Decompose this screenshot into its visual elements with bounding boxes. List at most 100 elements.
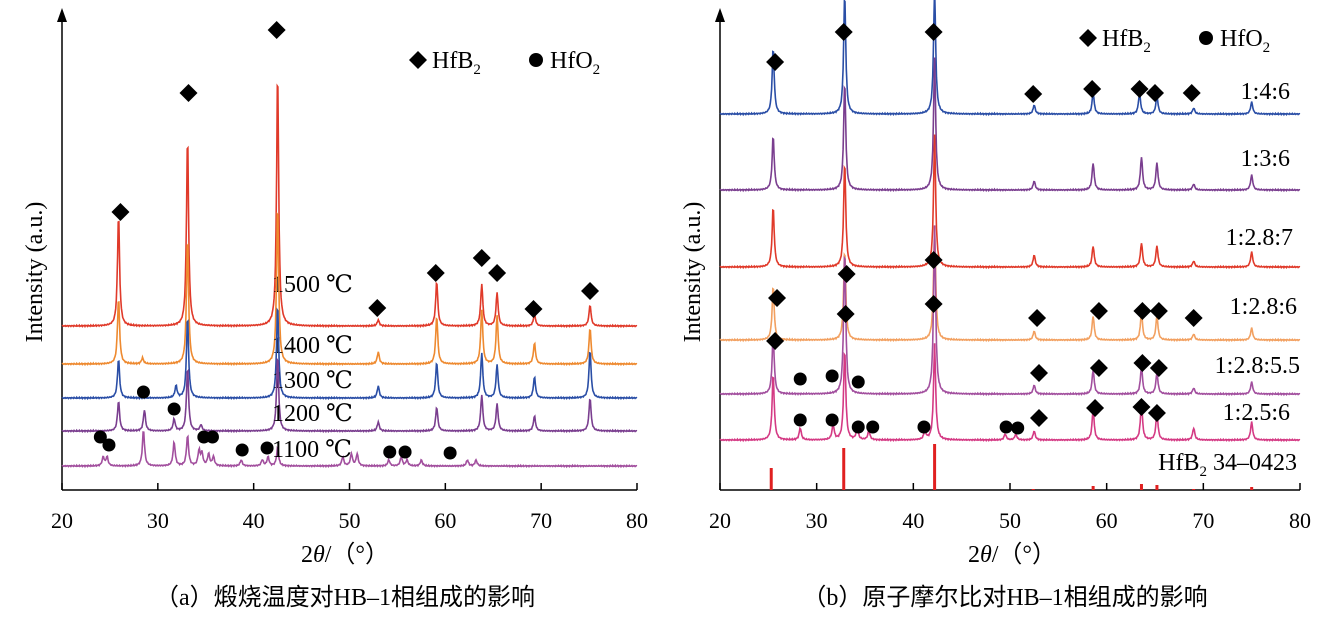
- x-axis-label: 2θ/（°）: [968, 542, 1056, 568]
- series-label: 1:2.8:7: [1226, 225, 1293, 251]
- hfb2-diamond-marker: [1083, 80, 1102, 98]
- x-tick-label: 50: [999, 508, 1021, 533]
- hfb2-diamond-marker: [111, 203, 130, 221]
- series-label: 1:2.5:6: [1223, 400, 1290, 426]
- y-axis-arrow: [57, 8, 67, 22]
- hfb2-diamond-marker: [1089, 359, 1108, 377]
- hfb2-diamond-marker: [1030, 409, 1048, 427]
- series-line: [719, 225, 1301, 343]
- hfb2-diamond-marker: [179, 84, 198, 102]
- hfb2-diamond-marker: [267, 21, 286, 39]
- hfo2-dot-marker: [825, 413, 839, 427]
- hfb2-diamond-marker: [1149, 302, 1168, 320]
- hfb2-diamond-marker: [924, 295, 943, 313]
- series-label: 1:3:6: [1241, 146, 1290, 172]
- x-tick-label: 70: [1192, 508, 1214, 533]
- reference-label: HfB2 34–0423: [1158, 450, 1297, 480]
- figure-caption: （b）原子摩尔比对HB–1相组成的影响: [802, 584, 1207, 611]
- phase-markers: [93, 21, 600, 460]
- hfo2-dot-marker: [851, 375, 865, 389]
- hfo2-dot-marker: [235, 443, 249, 457]
- x-tick-label: 40: [243, 508, 265, 533]
- hfb2-diamond-marker: [924, 251, 943, 269]
- series-label: 1100 ℃: [272, 437, 352, 463]
- series-line: [719, 225, 1301, 397]
- legend-diamond-marker: [1079, 29, 1097, 47]
- x-tick-label: 60: [1096, 508, 1118, 533]
- x-tick-label: 70: [530, 508, 552, 533]
- legend: HfB2 HfO2: [409, 48, 600, 78]
- hfb2-diamond-marker: [1146, 84, 1164, 102]
- panel-b-chart: 20 30 40 50 60 70 80 Intensity (a.u.) 2θ/（°） （b）原…: [680, 0, 1311, 611]
- hfo2-dot-marker: [167, 402, 181, 416]
- hfb2-diamond-marker: [766, 53, 785, 71]
- hfb2-diamond-marker: [768, 289, 787, 307]
- series-line: [61, 357, 638, 434]
- hfb2-diamond-marker: [1184, 309, 1203, 327]
- series-label: 1:2.8:6: [1230, 294, 1297, 320]
- series-label: 1400 ℃: [272, 333, 353, 359]
- y-axis-label: Intensity (a.u.): [680, 202, 706, 343]
- series-line: [719, 57, 1301, 193]
- hfo2-dot-marker: [136, 385, 150, 399]
- phase-markers: [766, 23, 1203, 435]
- x-tick-label: 20: [51, 508, 73, 533]
- hfb2-diamond-marker: [581, 282, 600, 300]
- hfo2-dot-marker: [793, 413, 807, 427]
- hfo2-dot-marker: [205, 430, 219, 444]
- x-tick-label: 30: [147, 508, 169, 533]
- x-tick-label: 80: [1289, 508, 1311, 533]
- series-line: [719, 134, 1301, 270]
- hfo2-dot-marker: [93, 430, 107, 444]
- legend-label: HfO2: [550, 48, 600, 78]
- series-line: [61, 307, 638, 401]
- hfb2-diamond-marker: [524, 300, 543, 318]
- hfo2-dot-marker: [398, 445, 412, 459]
- hfo2-dot-marker: [260, 441, 274, 455]
- hfb2-diamond-marker: [426, 264, 445, 282]
- hfb2-diamond-marker: [1086, 399, 1105, 417]
- hfb2-diamond-marker: [834, 23, 853, 41]
- hfb2-diamond-marker: [488, 264, 507, 282]
- hfo2-dot-marker: [866, 420, 880, 434]
- y-axis-arrow: [715, 8, 725, 22]
- hfo2-dot-marker: [851, 420, 865, 434]
- hfb2-diamond-marker: [1089, 302, 1108, 320]
- hfo2-dot-marker: [443, 446, 457, 460]
- legend-dot-marker: [529, 53, 543, 67]
- series-label: 1200 ℃: [272, 401, 353, 427]
- series-line: [61, 431, 638, 469]
- series-line: [719, 0, 1301, 117]
- x-axis-label: 2θ/（°）: [301, 542, 389, 568]
- hfo2-dot-marker: [825, 369, 839, 383]
- hfo2-dot-marker: [793, 372, 807, 386]
- hfo2-dot-marker: [1011, 421, 1025, 435]
- series-line: [719, 343, 1301, 443]
- legend-label: HfO2: [1220, 26, 1270, 56]
- x-tick-label: 20: [709, 508, 731, 533]
- series-label: 1500 ℃: [272, 272, 353, 298]
- hfb2-diamond-marker: [766, 332, 785, 350]
- figure-caption: （a）煅烧温度对HB–1相组成的影响: [155, 584, 535, 611]
- series-line: [61, 211, 638, 367]
- hfb2-diamond-marker: [1149, 359, 1168, 377]
- series-line: [61, 83, 638, 329]
- hfb2-diamond-marker: [924, 23, 943, 41]
- hfb2-diamond-marker: [1132, 398, 1151, 416]
- y-axis-label: Intensity (a.u.): [22, 202, 48, 343]
- x-tick-label: 50: [339, 508, 361, 533]
- legend-label: HfB2: [432, 48, 481, 78]
- hfo2-dot-marker: [102, 438, 116, 452]
- x-tick-label: 40: [902, 508, 924, 533]
- series-label: 1:2.8:5.5: [1215, 353, 1300, 379]
- series-label: 1:4:6: [1241, 79, 1290, 105]
- hfo2-dot-marker: [383, 445, 397, 459]
- hfb2-diamond-marker: [1024, 85, 1043, 103]
- hfb2-diamond-marker: [1133, 302, 1152, 320]
- x-tick-label: 80: [626, 508, 648, 533]
- hfb2-diamond-marker: [368, 299, 387, 317]
- hfb2-diamond-marker: [1147, 404, 1166, 422]
- legend-diamond-marker: [409, 51, 427, 69]
- x-tick-label: 30: [806, 508, 828, 533]
